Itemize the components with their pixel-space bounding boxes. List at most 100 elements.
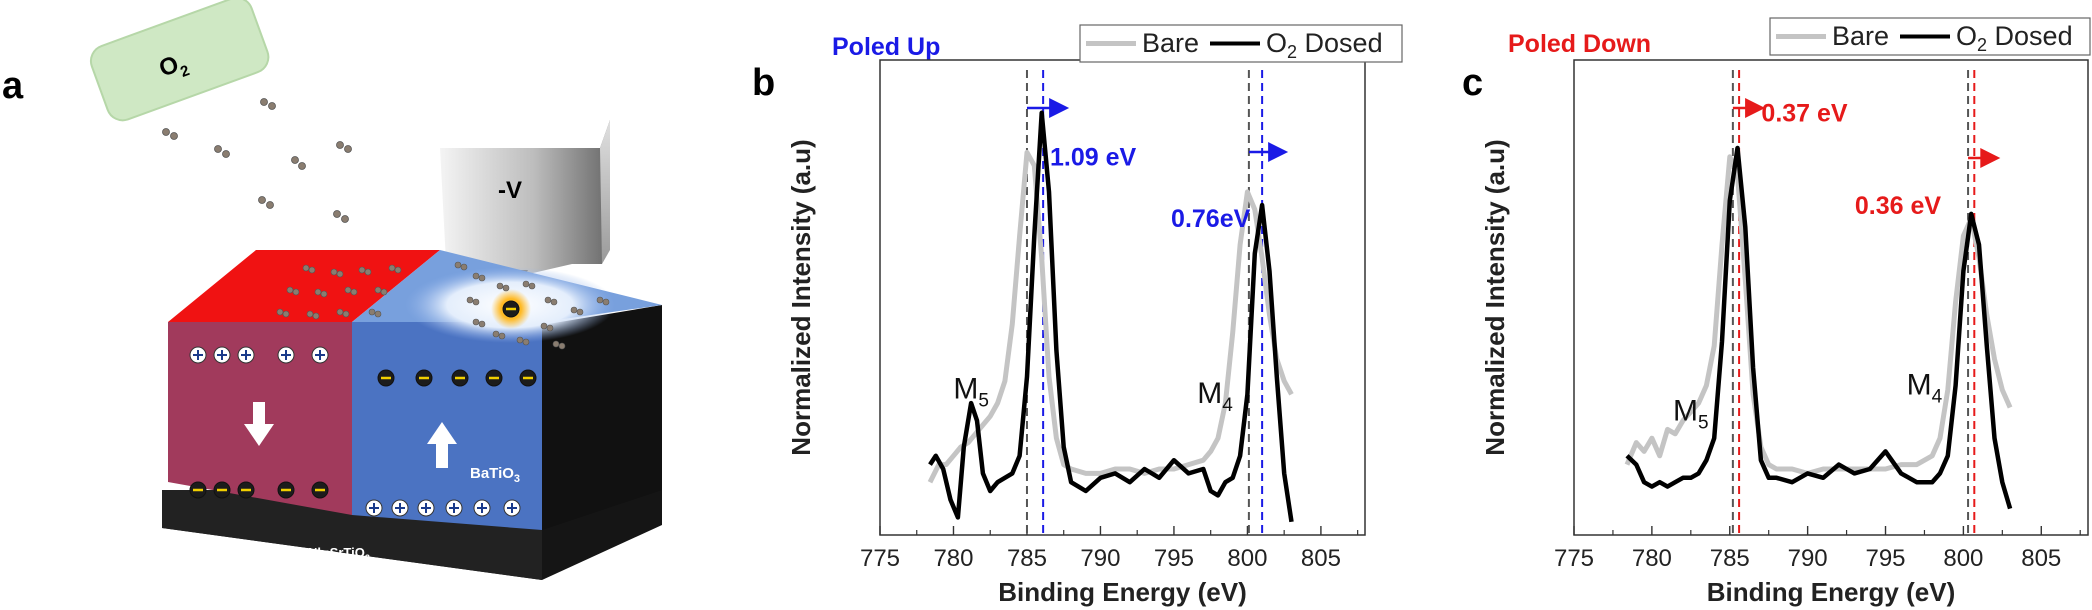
plot-area-poled-down: 775 780 785 790 795 800 805 Binding Energy (eV)…: [1480, 17, 2091, 607]
adsorbed-o2: [544, 296, 558, 306]
series-o2-dosed-line: [928, 110, 1294, 523]
x-axis-title: Binding Energy (eV): [998, 577, 1246, 607]
adsorbed-o2: [466, 296, 480, 306]
adsorbed-o2: [276, 308, 290, 318]
negative-charge: [277, 481, 295, 499]
tip-voltage-label: -V: [498, 177, 522, 204]
gas-source-box: [89, 0, 270, 122]
x-tick-label: 780: [1632, 545, 1672, 572]
adsorbed-o2: [286, 286, 300, 296]
adsorbed-o2: [302, 264, 316, 274]
negative-charge: [213, 481, 231, 499]
series-bare-line: [927, 149, 1294, 484]
shift-arrow: [1968, 148, 2001, 168]
adsorbed-o2: [596, 296, 610, 306]
adsorbed-o2: [552, 340, 566, 350]
positive-charge: [391, 499, 409, 517]
adsorbed-o2: [540, 322, 554, 332]
shift-annotation: 1.09 eV: [1050, 144, 1137, 172]
y-axis-title: Normalized Intensity (a.u): [1480, 139, 1510, 455]
peak-label: M4: [1907, 368, 1943, 407]
positive-charge: [311, 346, 329, 364]
x-tick-label: 780: [933, 545, 973, 572]
legend-label-o2-dosed: O2 Dosed: [1266, 28, 1383, 62]
adsorbed-o2: [344, 286, 358, 296]
legend-label-bare: Bare: [1832, 21, 1889, 51]
negative-charge: [377, 369, 395, 387]
schematic-panel: a O2: [2, 0, 662, 580]
polarization-down-arrow: [244, 402, 274, 446]
poled-up-face: [352, 322, 542, 530]
peak-label: M4: [1197, 377, 1233, 416]
adsorbed-o2: [516, 336, 530, 346]
plot-frame: [879, 59, 1366, 536]
tip-charge: [502, 300, 520, 318]
y-axis-title: Normalized Intensity (a.u): [786, 139, 816, 455]
legend: Bare O2 Dosed: [1769, 17, 2091, 56]
x-tick-label: 800: [1943, 545, 1983, 572]
gas-molecules: [162, 98, 352, 223]
positive-charge: [473, 499, 491, 517]
positive-charge: [417, 499, 435, 517]
positive-charge: [213, 346, 231, 364]
peak-label: M5: [953, 373, 989, 412]
panel-label-a: a: [2, 65, 24, 107]
adsorbed-o2: [336, 308, 350, 318]
series-o2-dosed-line: [1625, 145, 2013, 510]
positive-charge: [237, 346, 255, 364]
poled-down-top: [168, 250, 440, 322]
plot-frame: [1573, 59, 2089, 536]
adsorbed-o2: [492, 330, 506, 340]
x-tick-label: 785: [1007, 545, 1047, 572]
negative-charge: [519, 369, 537, 387]
adsorbed-o2: [358, 266, 372, 276]
adsorbed-o2: [374, 286, 388, 296]
adsorbed-o2: [472, 318, 486, 328]
adsorbed-o2: [454, 261, 468, 271]
panel-label-b: b: [752, 62, 775, 104]
panel-label-c: c: [1462, 62, 1483, 104]
x-tick-label: 795: [1865, 545, 1905, 572]
negative-charge: [451, 369, 469, 387]
shift-arrow: [1732, 98, 1766, 118]
legend-label-bare: Bare: [1142, 28, 1199, 58]
polarization-up-arrow: [427, 422, 457, 468]
positive-charge: [503, 499, 521, 517]
adsorbed-o2: [306, 310, 320, 320]
adsorbed-o2: [388, 264, 402, 274]
legend-label-o2-dosed: O2 Dosed: [1956, 21, 2073, 55]
xas-panel-poled-down: c Poled Down 775 780 785 790 795 800 805 Bindin…: [1462, 17, 2091, 607]
substrate-label: Nb:SrTiO3: [308, 545, 370, 563]
adsorbed-o2: [472, 272, 486, 282]
series-bare-line: [1624, 154, 2013, 476]
x-tick-label: 805: [1301, 545, 1341, 572]
x-tick-label: 775: [1554, 545, 1594, 572]
x-tick-label: 785: [1710, 545, 1750, 572]
negative-charge: [311, 481, 329, 499]
negative-charge: [237, 481, 255, 499]
negative-charge: [189, 481, 207, 499]
negative-charge: [485, 369, 503, 387]
x-tick-label: 805: [2021, 545, 2061, 572]
surface-charges: [189, 300, 537, 517]
adsorbed-o2: [330, 268, 344, 278]
shift-annotation: 0.37 eV: [1761, 100, 1848, 128]
negative-charge: [415, 369, 433, 387]
x-tick-label: 800: [1227, 545, 1267, 572]
x-tick-label: 790: [1080, 545, 1120, 572]
adsorbed-o2: [314, 288, 328, 298]
legend: Bare O2 Dosed: [1079, 24, 1403, 63]
shift-annotation: 0.76eV: [1171, 205, 1251, 233]
shift-annotation: 0.36 eV: [1855, 192, 1942, 220]
shift-arrow: [1248, 142, 1289, 162]
xas-panel-poled-up: b Poled Up 775 780 785 790 795 800 805 Binding …: [752, 24, 1403, 607]
peak-label: M5: [1673, 395, 1709, 434]
shift-arrow: [1026, 98, 1070, 118]
adsorbed-molecules: [276, 261, 610, 350]
adsorbed-o2: [522, 280, 536, 290]
chart-title-poled-up: Poled Up: [832, 33, 940, 61]
x-axis-title: Binding Energy (eV): [1707, 577, 1955, 607]
x-tick-label: 775: [860, 545, 900, 572]
positive-charge: [189, 346, 207, 364]
